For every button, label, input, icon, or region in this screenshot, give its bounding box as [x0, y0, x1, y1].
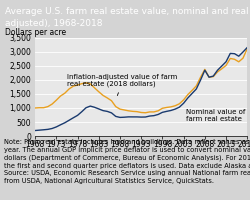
Text: Note: Farm real estate includes land and buildings. Data reflect values as of Ju: Note: Farm real estate includes land and…	[4, 139, 250, 184]
Text: Nominal value of
farm real estate: Nominal value of farm real estate	[185, 109, 244, 122]
Text: Dollars per acre: Dollars per acre	[5, 28, 66, 37]
Text: Inflation-adjusted value of farm
real estate (2018 dollars): Inflation-adjusted value of farm real es…	[67, 74, 176, 97]
Text: Average U.S. farm real estate value, nominal and real (inflation
adjusted), 1968: Average U.S. farm real estate value, nom…	[5, 7, 250, 28]
